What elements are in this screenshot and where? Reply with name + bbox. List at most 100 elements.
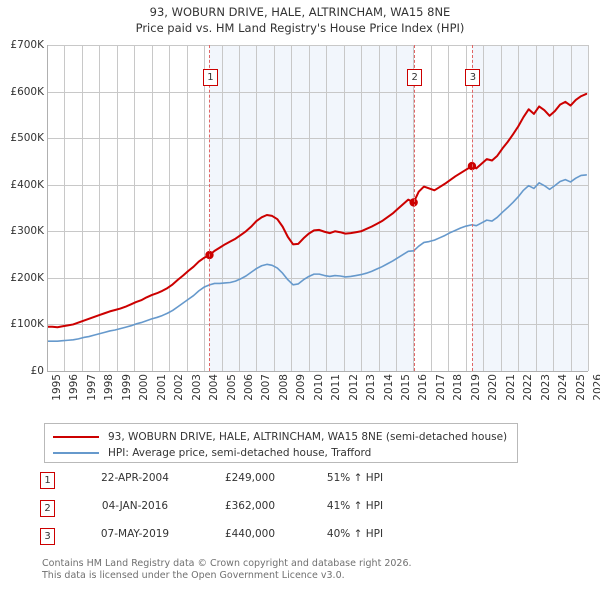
event-marker-2[interactable]: 2 <box>407 69 423 86</box>
footer-line-1: Contains HM Land Registry data © Crown c… <box>42 558 412 569</box>
transactions-table: 1 22-APR-2004 £249,000 51% ↑ HPI 2 04-JA… <box>40 470 460 554</box>
footer-attribution: Contains HM Land Registry data © Crown c… <box>42 558 562 582</box>
gridline-vertical <box>134 45 135 371</box>
table-row: 1 22-APR-2004 £249,000 51% ↑ HPI <box>40 470 460 498</box>
y-axis-tick-label: £400K <box>10 178 44 191</box>
legend-item-property: 93, WOBURN DRIVE, HALE, ALTRINCHAM, WA15… <box>53 429 509 445</box>
gridline-vertical <box>379 45 380 371</box>
y-axis-tick-label: £500K <box>10 132 44 145</box>
legend-item-hpi: HPI: Average price, semi-detached house,… <box>53 445 509 461</box>
page-title: 93, WOBURN DRIVE, HALE, ALTRINCHAM, WA15… <box>0 4 600 36</box>
row-date-2: 04-JAN-2016 <box>101 500 169 512</box>
legend-swatch-property <box>53 436 99 438</box>
gridline-horizontal <box>47 231 588 232</box>
title-line-2: Price paid vs. HM Land Registry's House … <box>135 21 465 35</box>
row-date-1: 22-APR-2004 <box>101 472 169 484</box>
y-axis-tick-label: £200K <box>10 271 44 284</box>
gridline-vertical <box>501 45 502 371</box>
event-marker-3[interactable]: 3 <box>465 69 481 86</box>
gridline-vertical <box>309 45 310 371</box>
gridline-horizontal <box>47 278 588 279</box>
gridline-vertical <box>187 45 188 371</box>
gridline-vertical <box>361 45 362 371</box>
gridline-vertical <box>466 45 467 371</box>
x-axis-tick-label: 1996 <box>68 374 81 401</box>
gridline-vertical <box>291 45 292 371</box>
legend-label-hpi: HPI: Average price, semi-detached house,… <box>108 447 372 459</box>
x-axis-tick-label: 2010 <box>312 374 325 401</box>
row-marker-2: 2 <box>40 500 55 517</box>
x-axis-tick-label: 2019 <box>469 374 482 401</box>
row-price-3: £440,000 <box>224 528 276 540</box>
x-axis-tick-label: 2000 <box>138 374 151 401</box>
legend-swatch-hpi <box>53 452 99 454</box>
table-row: 2 04-JAN-2016 £362,000 41% ↑ HPI <box>40 498 460 526</box>
gridline-vertical <box>413 45 414 371</box>
x-axis-tick-label: 2002 <box>173 374 186 401</box>
ownership-band <box>471 45 588 371</box>
x-axis-tick-label: 2020 <box>487 374 500 401</box>
x-axis-tick-label: 1998 <box>103 374 116 401</box>
gridline-vertical <box>344 45 345 371</box>
title-line-1: 93, WOBURN DRIVE, HALE, ALTRINCHAM, WA15… <box>149 5 451 19</box>
x-axis-tick-label: 2007 <box>260 374 273 401</box>
x-axis-tick-label: 2013 <box>365 374 378 401</box>
gridline-vertical <box>396 45 397 371</box>
x-axis-tick-label: 2004 <box>208 374 221 401</box>
event-marker-1[interactable]: 1 <box>202 69 218 86</box>
y-axis-tick-label: £300K <box>10 225 44 238</box>
x-axis-tick-label: 2023 <box>539 374 552 401</box>
x-axis-line <box>47 371 588 372</box>
row-date-3: 07-MAY-2019 <box>100 528 170 540</box>
gridline-vertical <box>239 45 240 371</box>
event-line-2 <box>413 45 415 371</box>
x-axis-tick-label: 2005 <box>225 374 238 401</box>
y-axis-labels: £0 £100K £200K £300K £400K £500K £600K £700K <box>0 39 44 377</box>
gridline-horizontal <box>47 45 588 46</box>
gridline-vertical <box>536 45 537 371</box>
x-axis-tick-label: 2011 <box>330 374 343 401</box>
x-axis-tick-label: 1999 <box>120 374 133 401</box>
x-axis-tick-label: 2015 <box>400 374 413 401</box>
gridline-vertical <box>431 45 432 371</box>
row-marker-3: 3 <box>40 528 55 545</box>
gridline-vertical <box>571 45 572 371</box>
gridline-vertical <box>553 45 554 371</box>
x-axis-tick-label: 2006 <box>242 374 255 401</box>
row-hpi-delta-1: 51% ↑ HPI <box>326 472 384 484</box>
gridline-vertical <box>64 45 65 371</box>
x-axis-tick-label: 2018 <box>452 374 465 401</box>
gridline-vertical <box>169 45 170 371</box>
x-axis-tick-label: 2022 <box>522 374 535 401</box>
gridline-vertical <box>117 45 118 371</box>
gridline-vertical <box>518 45 519 371</box>
gridline-vertical <box>326 45 327 371</box>
row-price-2: £362,000 <box>224 500 276 512</box>
y-axis-tick-label: £0 <box>30 365 44 377</box>
x-axis-tick-label: 2025 <box>574 374 587 401</box>
x-axis-tick-label: 2024 <box>557 374 570 401</box>
row-marker-1: 1 <box>40 472 55 489</box>
gridline-horizontal <box>47 138 588 139</box>
gridline-vertical <box>588 45 589 371</box>
x-axis-tick-label: 2026 <box>592 374 600 401</box>
gridline-vertical <box>274 45 275 371</box>
legend-label-property: 93, WOBURN DRIVE, HALE, ALTRINCHAM, WA15… <box>108 431 508 443</box>
event-line-1 <box>209 45 211 371</box>
gridline-horizontal <box>47 324 588 325</box>
row-hpi-delta-3: 40% ↑ HPI <box>326 528 384 540</box>
row-price-1: £249,000 <box>224 472 276 484</box>
event-line-3 <box>471 45 473 371</box>
gridline-vertical <box>152 45 153 371</box>
y-axis-tick-label: £100K <box>10 318 44 331</box>
x-axis-tick-label: 2003 <box>190 374 203 401</box>
series-lines <box>47 92 588 342</box>
series-line-hpi <box>47 174 588 342</box>
x-axis-tick-label: 2014 <box>382 374 395 401</box>
table-row: 3 07-MAY-2019 £440,000 40% ↑ HPI <box>40 526 460 554</box>
x-axis-tick-label: 1997 <box>85 374 98 401</box>
chart-legend: 93, WOBURN DRIVE, HALE, ALTRINCHAM, WA15… <box>44 423 518 463</box>
y-axis-line <box>47 45 48 371</box>
x-axis-tick-label: 1995 <box>51 374 63 401</box>
series-line-property <box>47 92 588 329</box>
